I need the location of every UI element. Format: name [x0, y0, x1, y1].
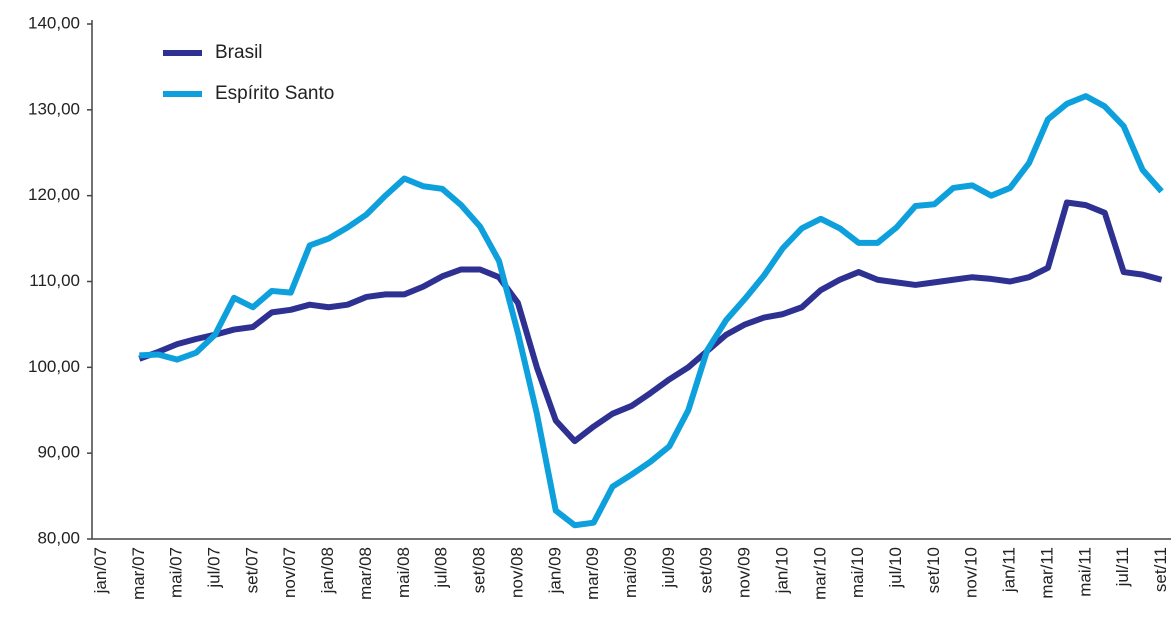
x-tick-label: mar/09 [583, 547, 602, 600]
x-tick-label: jul/09 [659, 547, 678, 589]
x-tick-label: mai/07 [167, 547, 186, 598]
x-tick-label: set/08 [470, 547, 489, 593]
x-tick-label: jan/11 [1000, 547, 1019, 593]
x-tick-label: set/09 [697, 547, 716, 593]
y-tick-label: 120,00 [28, 185, 80, 204]
x-tick-label: mar/07 [129, 547, 148, 600]
x-tick-label: mai/10 [848, 547, 867, 598]
y-tick-label: 110,00 [29, 271, 80, 290]
x-tick-label: jul/10 [886, 547, 905, 589]
x-tick-label: jan/09 [545, 547, 564, 594]
legend-label: Brasil [215, 42, 263, 63]
series-line [138, 199, 1163, 445]
x-tick-label: jul/07 [205, 547, 224, 589]
x-tick-label: mai/08 [394, 547, 413, 598]
x-tick-label: jul/11 [1113, 547, 1132, 587]
x-tick-label: set/11 [1151, 547, 1170, 592]
x-tick-label: set/07 [242, 547, 261, 593]
x-tick-label: nov/08 [507, 547, 526, 598]
x-tick-label: jan/10 [772, 547, 791, 594]
x-tick-label: nov/07 [280, 547, 299, 598]
x-tick-label: jan/07 [91, 547, 110, 594]
x-tick-label: nov/09 [735, 547, 754, 598]
y-tick-label: 80,00 [37, 528, 80, 547]
x-tick-label: mai/09 [621, 547, 640, 598]
y-tick-label: 140,00 [28, 13, 80, 32]
y-tick-label: 130,00 [28, 99, 80, 118]
x-tick-label: mar/11 [1037, 547, 1056, 599]
series-line [139, 93, 1164, 529]
legend-label: Espírito Santo [215, 83, 334, 104]
x-tick-label: jul/08 [432, 547, 451, 589]
x-tick-label: mai/11 [1075, 547, 1094, 597]
x-tick-label: jan/08 [318, 547, 337, 594]
y-tick-label: 90,00 [37, 443, 80, 462]
x-tick-label: set/10 [924, 547, 943, 593]
y-tick-label: 100,00 [28, 357, 80, 376]
x-tick-label: mar/10 [810, 547, 829, 600]
x-tick-label: mar/08 [356, 547, 375, 600]
x-tick-label: nov/10 [962, 547, 981, 598]
